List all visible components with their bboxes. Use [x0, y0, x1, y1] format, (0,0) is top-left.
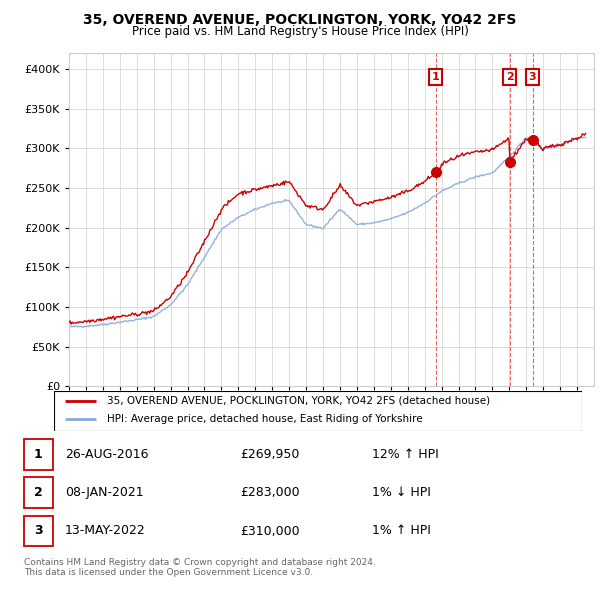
Text: 1: 1: [34, 448, 43, 461]
Text: HPI: Average price, detached house, East Riding of Yorkshire: HPI: Average price, detached house, East…: [107, 414, 422, 424]
Text: 26-AUG-2016: 26-AUG-2016: [65, 448, 148, 461]
Text: 1% ↑ HPI: 1% ↑ HPI: [372, 525, 431, 537]
Text: 3: 3: [529, 72, 536, 82]
Text: £283,000: £283,000: [240, 486, 299, 499]
Text: 12% ↑ HPI: 12% ↑ HPI: [372, 448, 439, 461]
Text: 3: 3: [34, 525, 43, 537]
Text: Contains HM Land Registry data © Crown copyright and database right 2024.
This d: Contains HM Land Registry data © Crown c…: [24, 558, 376, 577]
Text: 35, OVEREND AVENUE, POCKLINGTON, YORK, YO42 2FS (detached house): 35, OVEREND AVENUE, POCKLINGTON, YORK, Y…: [107, 396, 490, 405]
Text: £310,000: £310,000: [240, 525, 299, 537]
Text: 13-MAY-2022: 13-MAY-2022: [65, 525, 146, 537]
Text: 1% ↓ HPI: 1% ↓ HPI: [372, 486, 431, 499]
Text: 2: 2: [506, 72, 514, 82]
Text: 35, OVEREND AVENUE, POCKLINGTON, YORK, YO42 2FS: 35, OVEREND AVENUE, POCKLINGTON, YORK, Y…: [83, 13, 517, 27]
Text: Price paid vs. HM Land Registry's House Price Index (HPI): Price paid vs. HM Land Registry's House …: [131, 25, 469, 38]
Text: 1: 1: [432, 72, 440, 82]
Text: £269,950: £269,950: [240, 448, 299, 461]
Text: 2: 2: [34, 486, 43, 499]
Text: 08-JAN-2021: 08-JAN-2021: [65, 486, 143, 499]
